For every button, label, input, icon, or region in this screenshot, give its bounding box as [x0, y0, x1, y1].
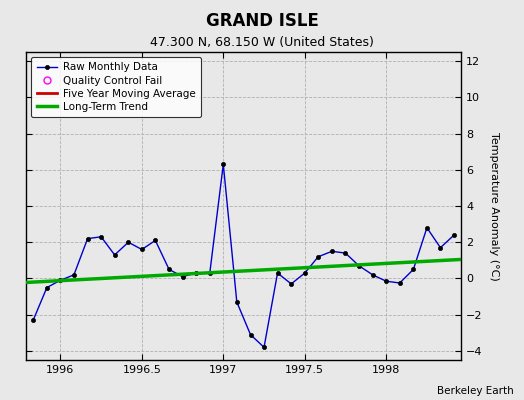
- Raw Monthly Data: [261, 345, 267, 350]
- Raw Monthly Data: [206, 271, 213, 276]
- Raw Monthly Data: [302, 271, 308, 276]
- Raw Monthly Data: [329, 249, 335, 254]
- Raw Monthly Data: [30, 318, 36, 322]
- Raw Monthly Data: [288, 282, 294, 286]
- Raw Monthly Data: [410, 267, 417, 272]
- Raw Monthly Data: [166, 267, 172, 272]
- Raw Monthly Data: [451, 232, 457, 237]
- Text: 47.300 N, 68.150 W (United States): 47.300 N, 68.150 W (United States): [150, 36, 374, 49]
- Raw Monthly Data: [152, 238, 159, 243]
- Raw Monthly Data: [342, 251, 348, 256]
- Raw Monthly Data: [247, 332, 254, 337]
- Raw Monthly Data: [71, 272, 77, 277]
- Raw Monthly Data: [193, 271, 199, 276]
- Raw Monthly Data: [315, 254, 321, 259]
- Raw Monthly Data: [220, 162, 226, 167]
- Raw Monthly Data: [139, 247, 145, 252]
- Raw Monthly Data: [57, 278, 63, 283]
- Raw Monthly Data: [275, 271, 281, 276]
- Raw Monthly Data: [179, 274, 185, 279]
- Raw Monthly Data: [383, 279, 389, 284]
- Text: GRAND ISLE: GRAND ISLE: [205, 12, 319, 30]
- Text: Berkeley Earth: Berkeley Earth: [437, 386, 514, 396]
- Raw Monthly Data: [369, 272, 376, 277]
- Raw Monthly Data: [397, 281, 403, 286]
- Raw Monthly Data: [125, 240, 132, 245]
- Y-axis label: Temperature Anomaly (°C): Temperature Anomaly (°C): [489, 132, 499, 280]
- Raw Monthly Data: [84, 236, 91, 241]
- Raw Monthly Data: [98, 234, 104, 239]
- Raw Monthly Data: [356, 263, 362, 268]
- Raw Monthly Data: [424, 225, 430, 230]
- Line: Raw Monthly Data: Raw Monthly Data: [31, 162, 456, 350]
- Raw Monthly Data: [112, 252, 118, 257]
- Legend: Raw Monthly Data, Quality Control Fail, Five Year Moving Average, Long-Term Tren: Raw Monthly Data, Quality Control Fail, …: [31, 57, 201, 117]
- Raw Monthly Data: [43, 285, 50, 290]
- Raw Monthly Data: [438, 245, 444, 250]
- Raw Monthly Data: [234, 300, 240, 304]
